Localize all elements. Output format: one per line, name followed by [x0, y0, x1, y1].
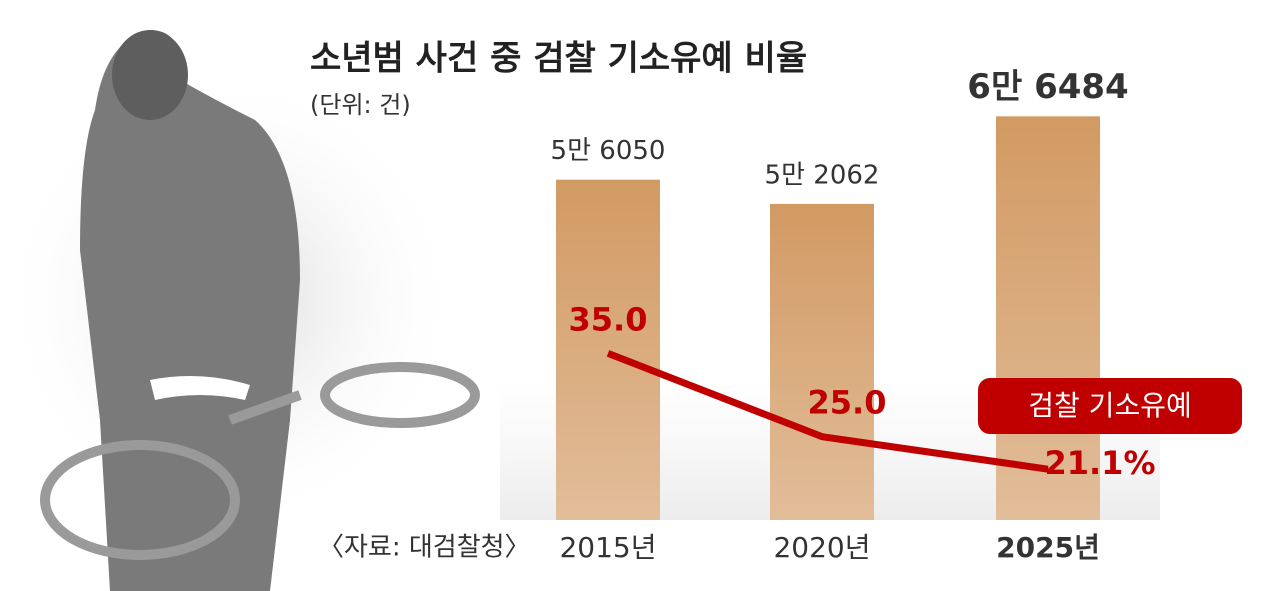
x-tick-label: 2025년 — [996, 531, 1100, 564]
line-value-label: 21.1% — [1044, 444, 1155, 482]
bar-value-label: 5만 6050 — [551, 136, 666, 166]
source: 〈자료: 대검찰청〉 — [318, 533, 531, 563]
x-tick-label: 2020년 — [773, 531, 870, 564]
bar-value-label: 5만 2062 — [765, 160, 880, 190]
chart-subtitle: (단위: 건) — [310, 91, 411, 119]
x-tick-label: 2015년 — [559, 531, 656, 564]
bar-shade — [556, 179, 660, 521]
illustration — [0, 30, 480, 591]
line — [606, 350, 1049, 473]
bar-value-label: 6만 6484 — [967, 67, 1128, 107]
chart-title: 소년범 사건 중 검찰 기소유예 비율 — [310, 39, 807, 79]
bar-shade — [770, 203, 874, 520]
line-value-label: 25.0 — [808, 384, 887, 422]
legend-box — [978, 378, 1242, 434]
legend-label: 검찰 기소유예 — [1028, 389, 1191, 422]
bar-shade — [996, 116, 1100, 521]
line-value-label: 35.0 — [569, 300, 648, 338]
